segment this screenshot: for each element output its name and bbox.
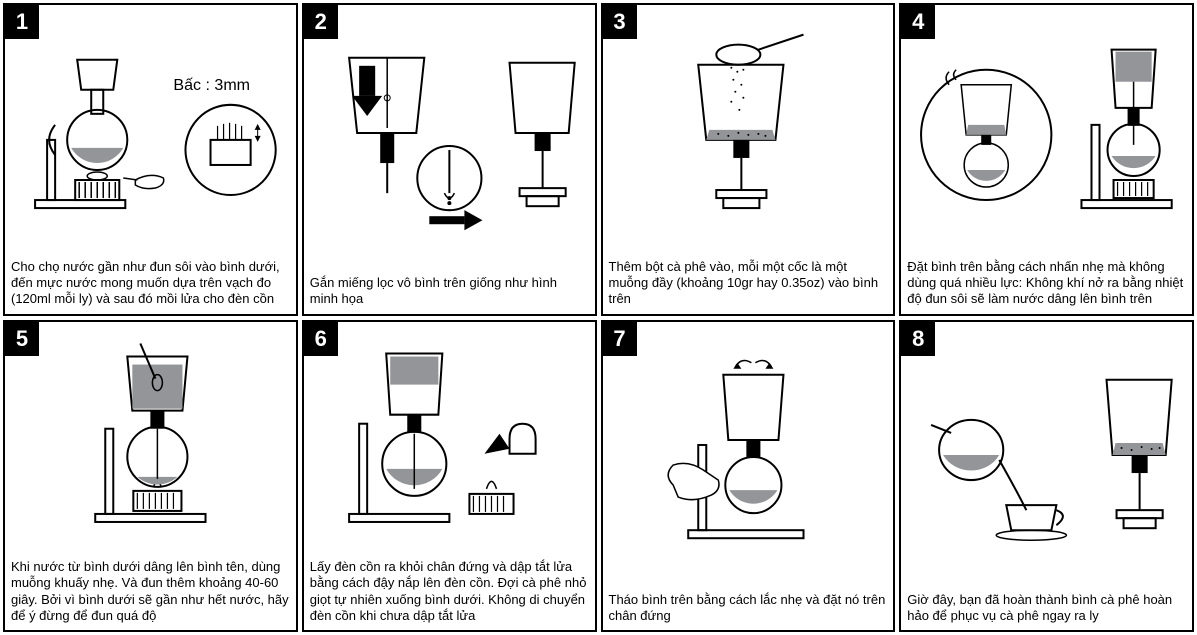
step-8: 8 xyxy=(899,320,1194,633)
step-2-illustration xyxy=(304,5,595,271)
step-7: 7 Tháo bình trên bằng cách lắc nhẹ và đặ… xyxy=(601,320,896,633)
step-6: 6 xyxy=(302,320,597,633)
step-3-illustration xyxy=(603,5,894,255)
instruction-grid: 1 xyxy=(3,3,1194,632)
step-4-illustration xyxy=(901,5,1192,255)
step-6-illustration xyxy=(304,322,595,556)
step-1-illustration: Bấc : 3mm xyxy=(5,5,296,255)
step-3: 3 xyxy=(601,3,896,316)
step-6-caption: Lấy đèn cồn ra khỏi chân đứng và dập tắt… xyxy=(304,555,595,630)
step-8-illustration xyxy=(901,322,1192,588)
wick-label: Bấc : 3mm xyxy=(173,76,250,94)
step-5-caption: Khi nước từ bình dưới dâng lên bình tên,… xyxy=(5,555,296,630)
step-7-caption: Tháo bình trên bằng cách lắc nhẹ và đặt … xyxy=(603,588,894,631)
step-7-illustration xyxy=(603,322,894,588)
step-1: 1 xyxy=(3,3,298,316)
step-4: 4 xyxy=(899,3,1194,316)
step-2: 2 xyxy=(302,3,597,316)
step-8-caption: Giờ đây, bạn đã hoàn thành bình cà phê h… xyxy=(901,588,1192,631)
step-4-caption: Đặt bình trên bằng cách nhấn nhẹ mà khôn… xyxy=(901,255,1192,314)
step-5: 5 xyxy=(3,320,298,633)
step-2-caption: Gắn miếng lọc vô bình trên giống như hìn… xyxy=(304,271,595,314)
step-5-illustration xyxy=(5,322,296,556)
step-3-caption: Thêm bột cà phê vào, mỗi một cốc là một … xyxy=(603,255,894,314)
step-1-caption: Cho chọ nước gần như đun sôi vào bình dư… xyxy=(5,255,296,314)
